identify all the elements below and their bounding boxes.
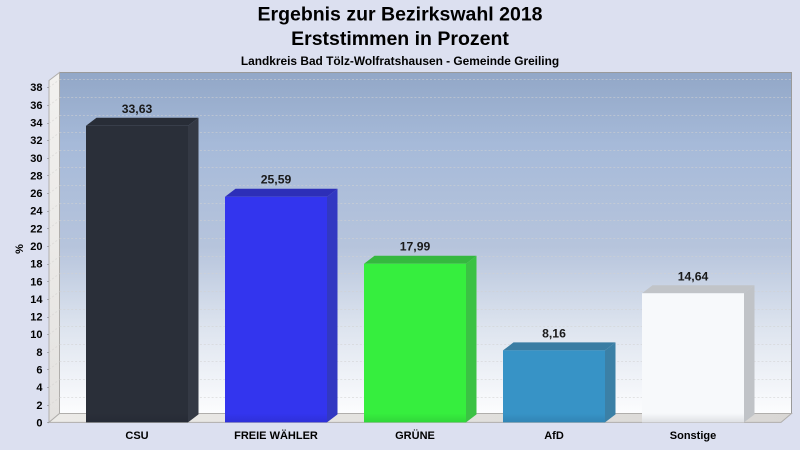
svg-text:CSU: CSU bbox=[125, 430, 148, 442]
svg-text:25,59: 25,59 bbox=[261, 173, 292, 187]
svg-text:26: 26 bbox=[30, 188, 42, 200]
svg-text:20: 20 bbox=[30, 241, 42, 253]
svg-text:14,64: 14,64 bbox=[678, 269, 709, 283]
svg-text:18: 18 bbox=[30, 259, 42, 271]
svg-text:16: 16 bbox=[30, 276, 42, 288]
svg-text:28: 28 bbox=[30, 170, 42, 182]
svg-text:Erststimmen in Prozent: Erststimmen in Prozent bbox=[291, 28, 509, 50]
svg-text:2: 2 bbox=[36, 400, 42, 412]
svg-text:22: 22 bbox=[30, 223, 42, 235]
svg-text:GRÜNE: GRÜNE bbox=[395, 429, 435, 442]
svg-text:%: % bbox=[14, 244, 26, 254]
svg-text:8: 8 bbox=[36, 347, 42, 359]
svg-text:4: 4 bbox=[36, 382, 43, 394]
svg-text:6: 6 bbox=[36, 364, 42, 376]
svg-text:17,99: 17,99 bbox=[400, 240, 431, 254]
svg-text:33,63: 33,63 bbox=[122, 102, 153, 116]
svg-text:34: 34 bbox=[30, 118, 43, 130]
svg-text:38: 38 bbox=[30, 82, 42, 94]
svg-text:0: 0 bbox=[36, 417, 42, 429]
svg-text:10: 10 bbox=[30, 329, 42, 341]
svg-text:Sonstige: Sonstige bbox=[670, 430, 716, 442]
svg-text:32: 32 bbox=[30, 135, 42, 147]
svg-text:Ergebnis zur Bezirkswahl 2018: Ergebnis zur Bezirkswahl 2018 bbox=[257, 4, 542, 26]
svg-text:36: 36 bbox=[30, 100, 42, 112]
svg-text:24: 24 bbox=[30, 206, 43, 218]
svg-text:FREIE WÄHLER: FREIE WÄHLER bbox=[234, 429, 318, 442]
svg-text:30: 30 bbox=[30, 153, 42, 165]
svg-text:12: 12 bbox=[30, 312, 42, 324]
svg-text:14: 14 bbox=[30, 294, 43, 306]
svg-text:AfD: AfD bbox=[544, 430, 564, 442]
svg-text:Landkreis Bad Tölz-Wolfratshau: Landkreis Bad Tölz-Wolfratshausen - Geme… bbox=[241, 54, 559, 68]
svg-text:8,16: 8,16 bbox=[542, 326, 566, 340]
